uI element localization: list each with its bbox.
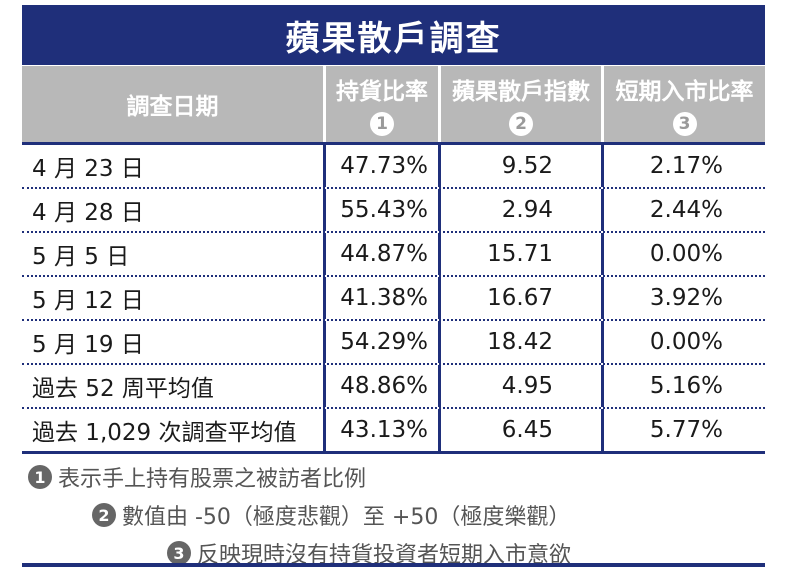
row-date: 5 月 19 日	[32, 332, 144, 358]
header-holding: 持貨比率 1	[323, 66, 438, 142]
row-entry: 2.17%	[601, 145, 765, 187]
header-holding-badge: 1	[370, 112, 394, 136]
table-row: 過去 1,029 次調查平均值 43.13% 6.45 5.77%	[22, 409, 765, 454]
row-date: 4 月 28 日	[32, 200, 144, 226]
table-row: 4 月 28 日 55.43% 2.94 2.44%	[22, 189, 765, 233]
header-date: 調查日期	[22, 66, 323, 142]
footnotes: 1 表示手上持有股票之被訪者比例 2 數值由 -50（極度悲觀）至 +50（極度…	[22, 454, 765, 572]
footnote-text: 表示手上持有股票之被訪者比例	[58, 467, 367, 492]
table-row: 4 月 23 日 47.73% 9.52 2.17%	[22, 145, 765, 189]
table-row: 5 月 19 日 54.29% 18.42 0.00%	[22, 321, 765, 365]
header-date-label: 調查日期	[126, 94, 219, 120]
footnote-number-icon: 3	[167, 541, 191, 565]
header-entry-badge: 3	[672, 112, 697, 136]
table-header: 調查日期 持貨比率 1 蘋果散戶指數 2 短期入市比率 3	[22, 65, 765, 142]
row-index: 4.95	[438, 365, 601, 407]
row-entry: 2.44%	[601, 189, 765, 231]
row-entry: 5.77%	[601, 409, 765, 451]
header-index: 蘋果散戶指數 2	[438, 66, 601, 142]
row-index: 18.42	[438, 321, 601, 363]
footnote-text: 數值由 -50（極度悲觀）至 +50（極度樂觀）	[122, 505, 571, 530]
row-date: 過去 1,029 次調查平均值	[32, 420, 297, 446]
row-entry: 3.92%	[601, 277, 765, 319]
row-date: 5 月 12 日	[32, 288, 144, 314]
header-index-badge: 2	[509, 112, 533, 136]
table-title: 蘋果散戶調查	[22, 5, 765, 65]
row-holding: 47.73%	[323, 145, 438, 187]
row-entry: 0.00%	[601, 321, 765, 363]
table-body: 4 月 23 日 47.73% 9.52 2.17% 4 月 28 日 55.4…	[22, 142, 765, 454]
survey-table: 蘋果散戶調查 調查日期 持貨比率 1 蘋果散戶指數 2 短期入市比率 3 4 月…	[22, 5, 765, 572]
table-row: 5 月 12 日 41.38% 16.67 3.92%	[22, 277, 765, 321]
footnote: 1 表示手上持有股票之被訪者比例	[22, 458, 765, 496]
row-date: 過去 52 周平均值	[32, 376, 214, 402]
row-holding: 41.38%	[323, 277, 438, 319]
row-entry: 0.00%	[601, 233, 765, 275]
row-index: 2.94	[438, 189, 601, 231]
bottom-rule	[22, 563, 765, 567]
row-holding: 48.86%	[323, 365, 438, 407]
header-entry-label: 短期入市比率	[615, 79, 754, 105]
header-index-label: 蘋果散戶指數	[452, 79, 590, 105]
row-date: 4 月 23 日	[32, 156, 144, 182]
row-date: 5 月 5 日	[32, 244, 130, 270]
table-row: 過去 52 周平均值 48.86% 4.95 5.16%	[22, 365, 765, 409]
row-holding: 54.29%	[323, 321, 438, 363]
footnote-number-icon: 2	[92, 503, 116, 527]
table-row: 5 月 5 日 44.87% 15.71 0.00%	[22, 233, 765, 277]
row-holding: 43.13%	[323, 409, 438, 451]
row-index: 16.67	[438, 277, 601, 319]
row-index: 9.52	[438, 145, 601, 187]
row-index: 15.71	[438, 233, 601, 275]
row-index: 6.45	[438, 409, 601, 451]
header-entry: 短期入市比率 3	[601, 66, 765, 142]
footnote-number-icon: 1	[28, 465, 52, 489]
header-holding-label: 持貨比率	[336, 79, 428, 105]
row-entry: 5.16%	[601, 365, 765, 407]
footnote: 2 數值由 -50（極度悲觀）至 +50（極度樂觀）	[22, 496, 765, 534]
row-holding: 55.43%	[323, 189, 438, 231]
row-holding: 44.87%	[323, 233, 438, 275]
